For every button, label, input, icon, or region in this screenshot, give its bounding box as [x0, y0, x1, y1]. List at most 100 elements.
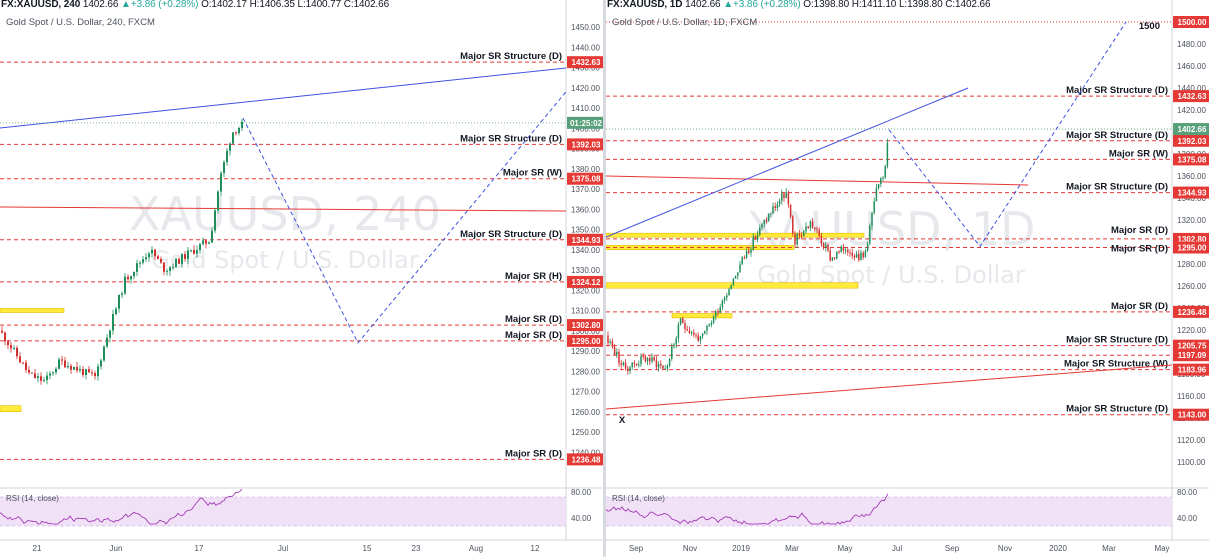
candle	[668, 358, 671, 366]
demand-zone[interactable]	[0, 308, 65, 313]
candle	[629, 367, 631, 372]
candle	[836, 251, 838, 259]
symbol-name[interactable]: FX:XAUUSD, 1D	[607, 0, 683, 10]
candle	[864, 251, 867, 258]
candle	[37, 376, 39, 379]
candle	[633, 362, 636, 364]
candle	[745, 250, 748, 258]
trend-line-blue[interactable]	[0, 67, 567, 129]
candle	[664, 368, 666, 370]
price-tick-label: 1440.00	[571, 43, 600, 52]
demand-zone[interactable]	[671, 313, 733, 319]
candle	[743, 257, 746, 259]
trend-line-red[interactable]	[606, 175, 1029, 186]
trend-line-blue[interactable]	[606, 87, 969, 238]
candle	[759, 227, 761, 235]
candle	[130, 276, 132, 280]
candle	[103, 346, 105, 361]
symbol-name[interactable]: FX:XAUUSD, 240	[1, 0, 81, 10]
candle	[827, 244, 829, 251]
rsi-line[interactable]	[606, 493, 889, 525]
candle	[61, 359, 63, 361]
price-tag-label: 1432.63	[572, 58, 601, 67]
candle	[690, 332, 693, 334]
candle	[706, 325, 708, 331]
candle	[660, 363, 662, 366]
sr-level-label: Major SR (D)	[505, 314, 562, 325]
projection-path[interactable]	[242, 91, 567, 344]
price-tick-label: 1220.00	[1177, 326, 1206, 335]
price-tag-label: 1392.03	[572, 140, 601, 149]
candle	[871, 212, 873, 226]
chart-panel-4h[interactable]: XAUUSD, 240 Gold Spot / U.S. Dollar 1450.0…	[0, 0, 603, 557]
price-tag-label: 1302.80	[572, 321, 601, 330]
candle	[666, 365, 669, 369]
price-tag-label: 1183.96	[1178, 366, 1207, 375]
last-price: 1402.66	[82, 0, 119, 10]
price-tick-label: 1450.00	[571, 23, 600, 32]
demand-zone[interactable]	[606, 282, 859, 289]
sr-level-label: Major SR Structure (D)	[1066, 130, 1168, 141]
projection-path[interactable]	[888, 21, 1127, 248]
candle	[787, 192, 790, 205]
candle	[708, 324, 710, 326]
candle	[52, 372, 54, 374]
last-price-tag-label: 01:25:02	[570, 119, 603, 128]
sr-level-label: Major SR (W)	[503, 168, 562, 179]
candle	[631, 362, 633, 368]
candle	[220, 173, 222, 192]
candle	[55, 368, 57, 373]
price-tag-label: 1375.08	[1178, 155, 1207, 164]
candle	[40, 376, 42, 381]
ohlc-high: H:1406.35	[249, 0, 295, 10]
price-tag-label: 1344.93	[1178, 189, 1207, 198]
candle	[613, 346, 616, 356]
candle	[886, 142, 889, 167]
sr-level-label: Major SR Structure (D)	[1066, 85, 1168, 96]
candle	[223, 162, 225, 174]
x-marker: X	[619, 415, 626, 426]
trend-line-red[interactable]	[0, 206, 567, 212]
candle	[627, 368, 629, 372]
price-tag	[567, 56, 603, 69]
candle	[882, 177, 884, 179]
candle	[734, 275, 737, 279]
candle	[136, 263, 138, 272]
price-tag	[567, 275, 603, 288]
panel-divider[interactable]	[603, 0, 606, 557]
up-arrow-icon: ▲	[121, 0, 131, 10]
price-tick-label: 1420.00	[571, 84, 600, 93]
price-tick-label: 1290.00	[571, 347, 600, 356]
rsi-axis-label: 80.00	[571, 488, 592, 497]
rsi-title: RSI (14, close)	[612, 494, 665, 503]
candle	[19, 356, 21, 363]
candle	[49, 373, 51, 376]
price-tag	[1173, 153, 1209, 166]
candle	[211, 230, 213, 243]
trend-line-red[interactable]	[606, 364, 1173, 410]
candle	[737, 272, 739, 276]
candle	[855, 253, 858, 258]
candle	[115, 308, 117, 315]
ohlc-open: O:1398.80	[803, 0, 850, 10]
candle	[783, 193, 785, 199]
candle	[106, 337, 108, 347]
candle	[767, 213, 770, 222]
chart-panel-1d[interactable]: XAUUSD, 1D Gold Spot / U.S. Dollar 1480.00…	[606, 0, 1209, 557]
candle	[838, 251, 840, 253]
time-tick-label: May	[837, 544, 852, 553]
candle	[822, 243, 825, 248]
rsi-line[interactable]	[0, 488, 243, 525]
candle	[624, 362, 627, 369]
price-tick-label: 1260.00	[1177, 282, 1206, 291]
candle	[778, 200, 781, 205]
demand-zone[interactable]	[606, 232, 865, 238]
chart-subtitle: Gold Spot / U.S. Dollar, 1D, FXCM	[612, 17, 758, 28]
candle	[142, 259, 144, 263]
demand-zone[interactable]	[0, 405, 22, 413]
chart-canvas-4h[interactable]: XAUUSD, 240 Gold Spot / U.S. Dollar 1450.0…	[0, 0, 603, 557]
price-tag-label: 1197.09	[1178, 351, 1207, 360]
candle	[651, 357, 653, 362]
candle	[169, 267, 171, 272]
